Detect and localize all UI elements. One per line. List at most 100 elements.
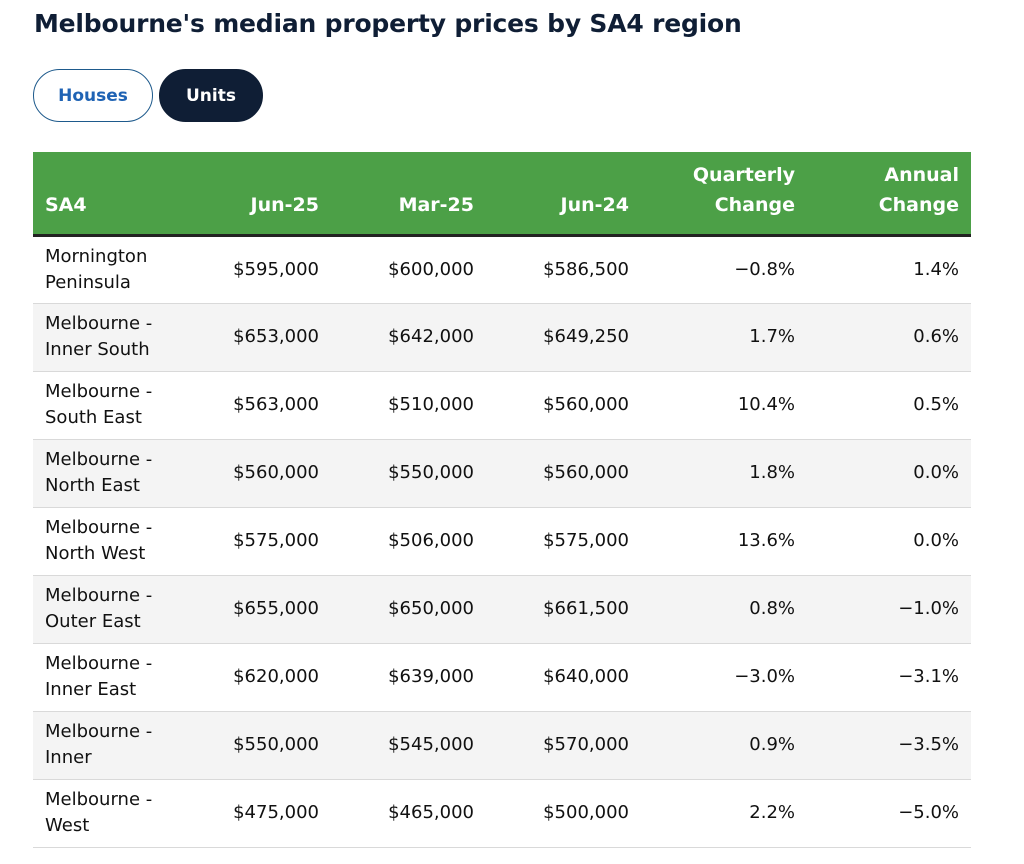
mar-25-cell: $506,000 [331, 507, 486, 576]
table-body: Mornington Peninsula $595,000 $600,000 $586,… [33, 235, 971, 848]
annual-change-cell: 0.6% [807, 303, 971, 372]
jun-25-cell: $595,000 [201, 235, 331, 304]
table-row: Melbourne - South East $563,000 $510,000 $56… [33, 371, 971, 440]
mar-25-cell: $510,000 [331, 371, 486, 440]
region-cell: Mornington Peninsula [33, 235, 201, 304]
region-name-line: Melbourne - [45, 585, 153, 606]
header-jun-25: Jun-25 [201, 152, 331, 237]
jun-24-cell: $649,250 [486, 303, 641, 372]
jun-24-cell: $560,000 [486, 439, 641, 508]
jun-25-cell: $655,000 [201, 575, 331, 644]
region-cell: Melbourne - North East [33, 439, 201, 508]
region-name-line: Melbourne - [45, 517, 153, 538]
quarterly-change-cell: −0.8% [641, 235, 807, 304]
jun-24-cell: $500,000 [486, 779, 641, 848]
quarterly-change-cell: 13.6% [641, 507, 807, 576]
column-header-line: Jun-24 [560, 193, 629, 216]
quarterly-change-cell: −3.0% [641, 643, 807, 712]
column-header-line: Change [878, 193, 959, 216]
column-header-line: SA4 [45, 193, 87, 216]
quarterly-change-cell: 1.7% [641, 303, 807, 372]
table-row: Melbourne - North West $575,000 $506,000 $57… [33, 507, 971, 576]
page-title: Melbourne's median property prices by SA… [34, 9, 742, 38]
column-header-line: Mar-25 [398, 193, 474, 216]
annual-change-cell: −1.0% [807, 575, 971, 644]
quarterly-change-cell: 2.2% [641, 779, 807, 848]
jun-24-cell: $586,500 [486, 235, 641, 304]
region-name-line: Melbourne - [45, 653, 153, 674]
region-name-line: Inner East [45, 679, 137, 700]
annual-change-cell: 0.0% [807, 507, 971, 576]
jun-25-cell: $620,000 [201, 643, 331, 712]
property-type-toggle: Houses Units [33, 69, 263, 122]
jun-25-cell: $563,000 [201, 371, 331, 440]
jun-25-cell: $550,000 [201, 711, 331, 780]
mar-25-cell: $600,000 [331, 235, 486, 304]
table-row: Mornington Peninsula $595,000 $600,000 $586,… [33, 235, 971, 304]
header-annual-change: Annual Change [807, 152, 971, 237]
mar-25-cell: $465,000 [331, 779, 486, 848]
jun-24-cell: $560,000 [486, 371, 641, 440]
region-name-line: South East [45, 407, 142, 428]
table-row: Melbourne - West $475,000 $465,000 $500,000 2… [33, 779, 971, 848]
jun-24-cell: $640,000 [486, 643, 641, 712]
quarterly-change-cell: 0.8% [641, 575, 807, 644]
region-name-line: Melbourne - [45, 449, 153, 470]
region-name-line: Melbourne - [45, 313, 153, 334]
annual-change-cell: −3.1% [807, 643, 971, 712]
region-cell: Melbourne - North West [33, 507, 201, 576]
region-name-line: West [45, 815, 90, 836]
region-cell: Melbourne - Inner South [33, 303, 201, 372]
column-header-line: Quarterly [692, 163, 795, 186]
jun-25-cell: $575,000 [201, 507, 331, 576]
jun-25-cell: $560,000 [201, 439, 331, 508]
annual-change-cell: −3.5% [807, 711, 971, 780]
region-name-line: Peninsula [45, 271, 131, 293]
annual-change-cell: −5.0% [807, 779, 971, 848]
region-name-line: Outer East [45, 611, 141, 632]
mar-25-cell: $650,000 [331, 575, 486, 644]
column-header-line: Change [714, 193, 795, 216]
region-name-line: Inner South [45, 339, 150, 360]
header-sa4: SA4 [33, 152, 201, 237]
column-header-line: Annual [884, 163, 959, 186]
mar-25-cell: $545,000 [331, 711, 486, 780]
header-quarterly-change: Quarterly Change [641, 152, 807, 237]
annual-change-cell: 0.0% [807, 439, 971, 508]
jun-24-cell: $575,000 [486, 507, 641, 576]
region-name-line: North East [45, 475, 140, 496]
region-cell: Melbourne - Inner East [33, 643, 201, 712]
annual-change-cell: 1.4% [807, 235, 971, 304]
table-row: Melbourne - Outer East $655,000 $650,000 $66… [33, 575, 971, 644]
price-table: SA4 Jun-25 Mar-25 Jun-24 Quarterly Change Annu… [33, 152, 971, 848]
header-row: SA4 Jun-25 Mar-25 Jun-24 Quarterly Change Annu… [33, 152, 971, 237]
annual-change-cell: 0.5% [807, 371, 971, 440]
quarterly-change-cell: 0.9% [641, 711, 807, 780]
jun-25-cell: $653,000 [201, 303, 331, 372]
column-header-line: Jun-25 [250, 193, 319, 216]
quarterly-change-cell: 10.4% [641, 371, 807, 440]
region-cell: Melbourne - West [33, 779, 201, 848]
region-cell: Melbourne - Inner [33, 711, 201, 780]
region-name-line: North West [45, 543, 146, 564]
jun-25-cell: $475,000 [201, 779, 331, 848]
region-cell: Melbourne - Outer East [33, 575, 201, 644]
region-name-line: Inner [45, 747, 92, 768]
region-name-line: Melbourne - [45, 381, 153, 402]
mar-25-cell: $550,000 [331, 439, 486, 508]
mar-25-cell: $642,000 [331, 303, 486, 372]
houses-button[interactable]: Houses [33, 69, 153, 122]
units-button[interactable]: Units [159, 69, 263, 122]
table-row: Melbourne - Inner $550,000 $545,000 $570,000… [33, 711, 971, 780]
table-row: Melbourne - Inner South $653,000 $642,000 $6… [33, 303, 971, 372]
quarterly-change-cell: 1.8% [641, 439, 807, 508]
table-row: Melbourne - Inner East $620,000 $639,000 $64… [33, 643, 971, 712]
header-mar-25: Mar-25 [331, 152, 486, 237]
jun-24-cell: $570,000 [486, 711, 641, 780]
table-row: Melbourne - North East $560,000 $550,000 $56… [33, 439, 971, 508]
region-name-line: Melbourne - [45, 789, 153, 810]
header-jun-24: Jun-24 [486, 152, 641, 237]
region-name-line: Mornington [45, 245, 148, 267]
mar-25-cell: $639,000 [331, 643, 486, 712]
